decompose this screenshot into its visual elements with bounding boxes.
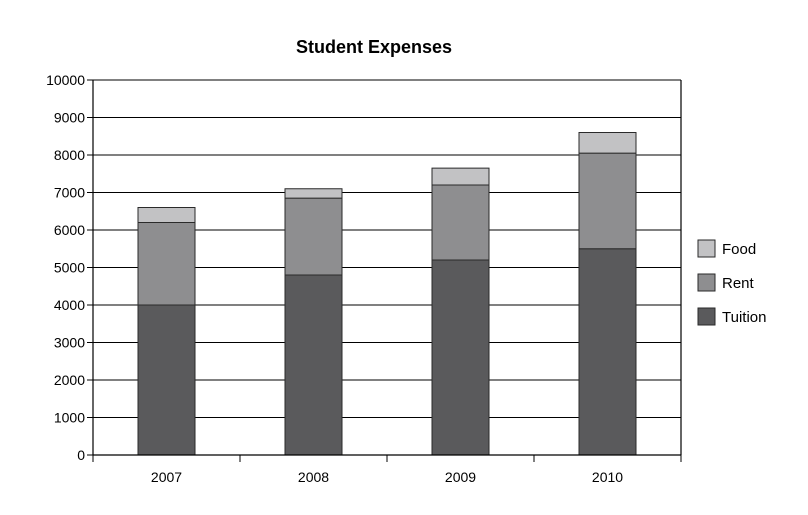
legend-label-rent: Rent xyxy=(722,275,755,292)
bar-tuition-2009 xyxy=(431,259,490,456)
bar-food-2010 xyxy=(578,132,637,154)
legend-swatch-tuition xyxy=(697,307,716,326)
bar-food-2007 xyxy=(137,207,196,223)
y-tick-label: 4000 xyxy=(54,297,85,313)
bar-rent-2008 xyxy=(284,197,343,276)
legend-label-food: Food xyxy=(722,241,756,258)
y-tick-label: 1000 xyxy=(54,410,85,426)
chart-title: Student Expenses xyxy=(296,37,452,57)
y-tick-label: 0 xyxy=(77,447,85,463)
legend-swatch-food xyxy=(697,239,716,258)
x-tick-label: 2009 xyxy=(445,469,476,485)
y-tick-label: 2000 xyxy=(54,372,85,388)
bar-tuition-2008 xyxy=(284,274,343,456)
bar-rent-2010 xyxy=(578,152,637,250)
y-tick-label: 10000 xyxy=(46,72,85,88)
y-tick-label: 7000 xyxy=(54,185,85,201)
bars xyxy=(137,132,637,456)
y-axis-ticks: 0 1000 2000 3000 4000 5000 6000 7000 8000 9000 100… xyxy=(46,72,93,463)
legend-label-tuition: Tuition xyxy=(722,309,766,326)
x-tick-label: 2010 xyxy=(592,469,623,485)
bar-rent-2007 xyxy=(137,222,196,306)
y-tick-label: 3000 xyxy=(54,335,85,351)
legend-swatch-rent xyxy=(697,273,716,292)
bar-tuition-2007 xyxy=(137,304,196,456)
y-tick-label: 8000 xyxy=(54,147,85,163)
x-tick-label: 2008 xyxy=(298,469,329,485)
x-tick-label: 2007 xyxy=(151,469,182,485)
bar-tuition-2010 xyxy=(578,248,637,456)
bar-food-2008 xyxy=(284,188,343,199)
x-axis-ticks: 2007 2008 2009 2010 xyxy=(92,455,682,485)
y-tick-label: 9000 xyxy=(54,110,85,126)
legend: Food Rent Tuition xyxy=(697,239,766,326)
bar-rent-2009 xyxy=(431,184,490,261)
bar-food-2009 xyxy=(431,167,490,186)
y-tick-label: 5000 xyxy=(54,260,85,276)
y-tick-label: 6000 xyxy=(54,222,85,238)
